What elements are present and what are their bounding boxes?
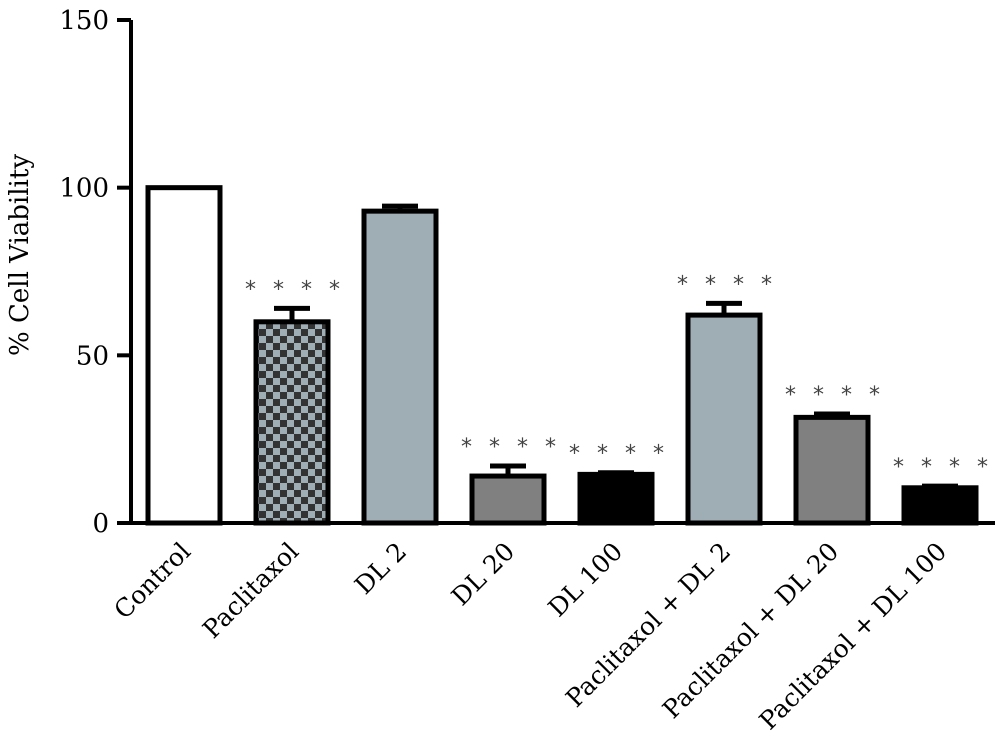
y-axis-label: % Cell Viability [5,154,35,356]
x-tick-label: DL 20 [446,537,521,612]
x-tick-label: Paclitaxol + DL 100 [754,537,953,736]
bar [145,185,223,526]
significance-label: * * * * [785,383,885,408]
significance-label: * * * * [893,455,993,480]
bar [361,208,439,526]
y-tick-label: 100 [59,174,109,204]
y-tick-label: 0 [92,509,109,539]
y-tick-label: 150 [59,6,109,36]
y-tick-label: 50 [76,341,109,371]
x-tick-label: DL 2 [349,537,412,600]
bar [577,471,655,526]
bar [685,312,763,526]
significance-label: * * * * [569,442,669,467]
bar [793,414,871,526]
x-tick-label: Paclitaxol + DL 20 [657,537,844,724]
bar [469,473,547,526]
bars: * * * * * * * * * * * * * * * * * * * * * * *… [145,185,993,526]
significance-label: * * * * [245,277,345,302]
bar [901,485,979,526]
significance-label: * * * * [461,435,561,460]
x-tick-label: DL 100 [542,537,628,623]
x-tick-labels: Control Paclitaxol DL 2 DL 20 DL 100 Paclitax… [108,537,952,736]
x-tick-label: Control [108,537,196,625]
x-tick-label: Paclitaxol [197,537,304,644]
bar [253,319,331,526]
significance-label: * * * * [677,272,777,297]
